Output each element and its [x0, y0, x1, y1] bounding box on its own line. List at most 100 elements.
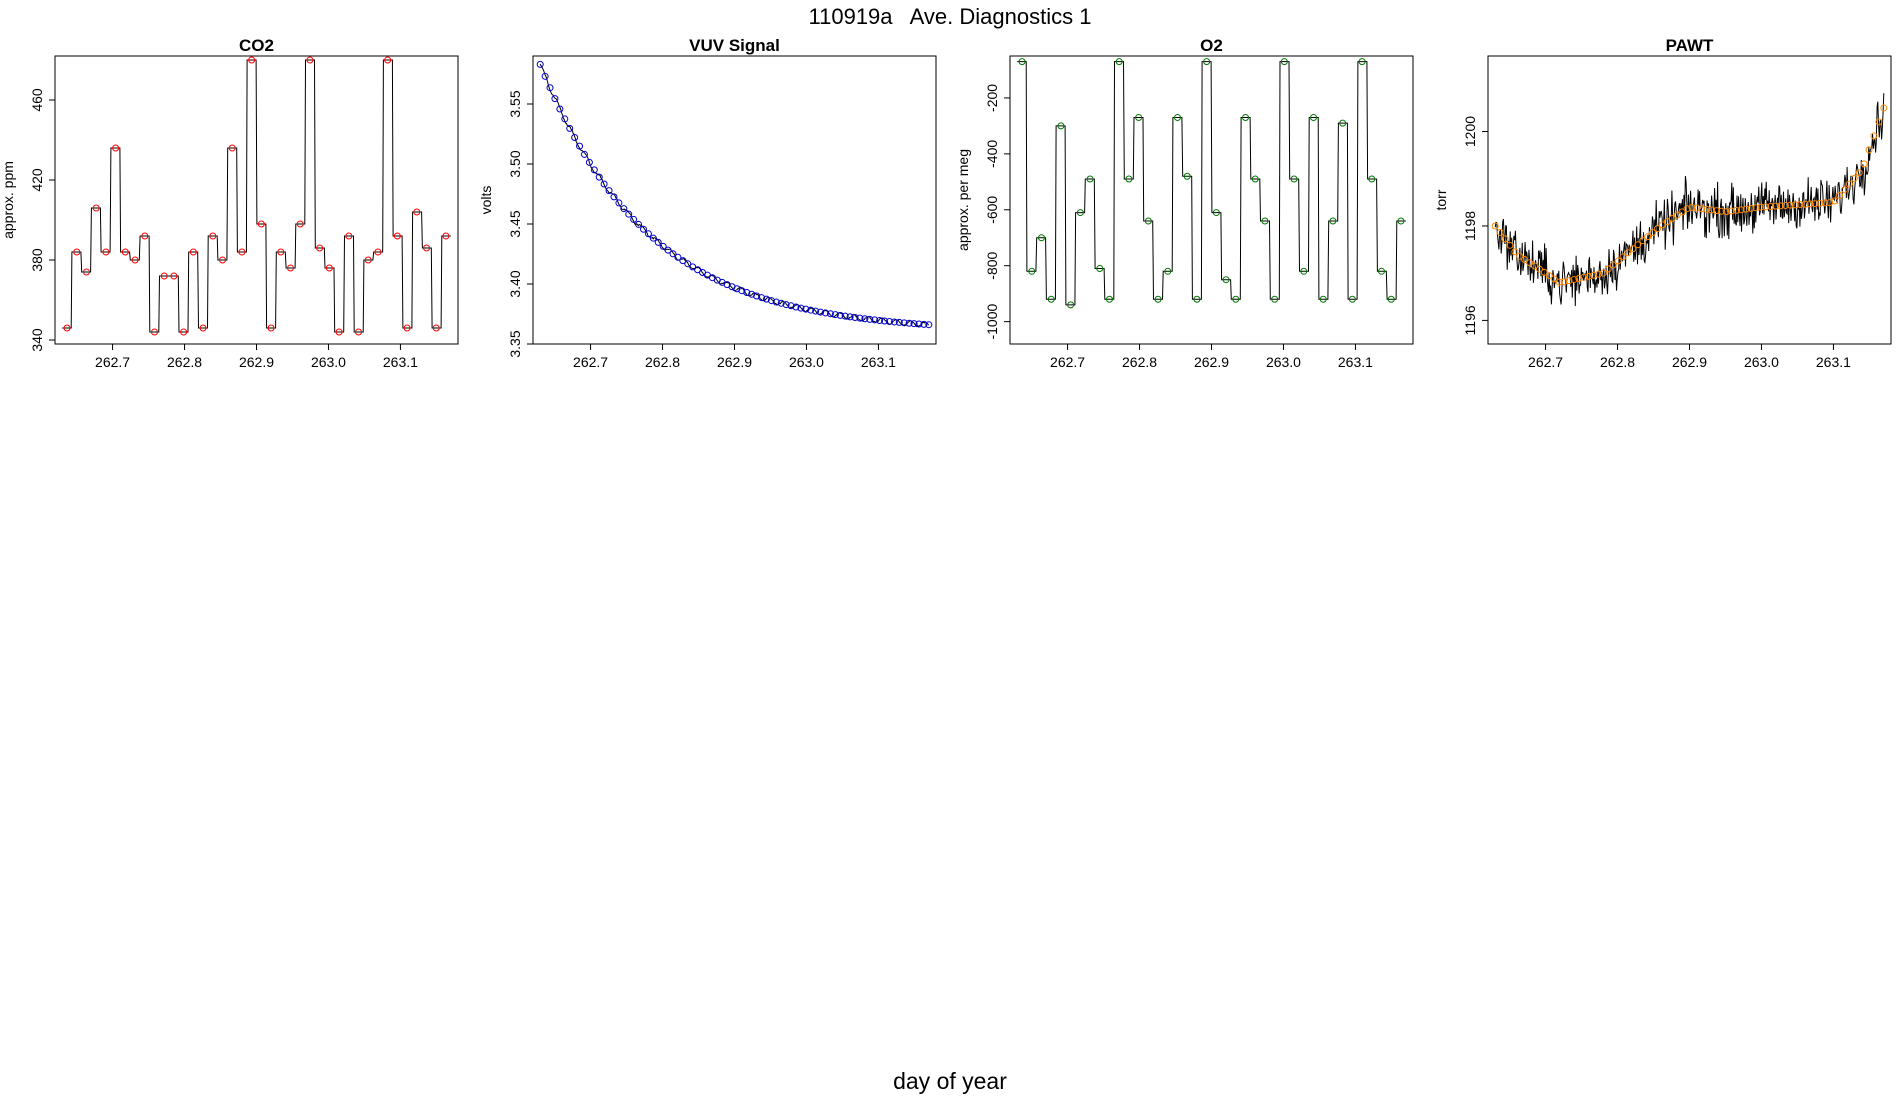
data-point	[1565, 277, 1573, 285]
x-tick-label: 262.8	[167, 354, 202, 370]
data-point	[1619, 253, 1627, 261]
data-point	[1203, 58, 1211, 66]
x-tick-label: 262.7	[95, 354, 130, 370]
x-tick-label: 262.8	[1600, 354, 1635, 370]
data-point	[802, 305, 810, 313]
data-point	[1870, 132, 1878, 140]
data-point	[1668, 214, 1676, 222]
data-point	[1722, 208, 1730, 216]
x-tick-label: 263.1	[861, 354, 896, 370]
data-point	[851, 314, 859, 322]
x-tick-label: 263.0	[1266, 354, 1301, 370]
data-point	[1698, 205, 1706, 213]
data-point	[762, 295, 770, 303]
y-tick-label: 3.45	[507, 210, 523, 237]
data-point	[277, 248, 285, 256]
data-point	[1880, 104, 1888, 112]
y-tick-label: -1000	[984, 304, 1000, 340]
data-point	[1629, 245, 1637, 253]
data-point	[131, 256, 139, 264]
data-point	[1290, 175, 1298, 183]
data-point	[1845, 180, 1853, 188]
data-point	[1767, 202, 1775, 210]
data-point	[1521, 255, 1529, 263]
data-point	[772, 298, 780, 306]
data-point	[605, 187, 613, 195]
panel-title: VUV Signal	[689, 36, 780, 55]
x-tick-label: 262.7	[573, 354, 608, 370]
data-point	[1570, 276, 1578, 284]
data-point	[1855, 169, 1863, 177]
x-tick-label: 263.1	[1816, 354, 1851, 370]
data-point	[393, 232, 401, 240]
y-tick-label: 1200	[1462, 116, 1478, 147]
data-point	[807, 306, 815, 314]
data-point	[635, 220, 643, 228]
data-point	[797, 304, 805, 312]
data-point	[1154, 295, 1162, 303]
y-tick-label: 460	[29, 88, 45, 112]
x-tick-label: 262.7	[1528, 354, 1563, 370]
data-point	[871, 316, 879, 324]
data-point	[267, 324, 275, 332]
data-point	[1125, 175, 1133, 183]
x-tick-label: 262.8	[645, 354, 680, 370]
y-tick-label: 1198	[1462, 211, 1478, 241]
y-tick-label: 420	[29, 168, 45, 192]
data-point	[856, 314, 864, 322]
data-point	[73, 248, 81, 256]
data-point	[910, 320, 918, 328]
data-point	[1535, 265, 1543, 273]
y-tick-label: 380	[29, 248, 45, 272]
data-point	[102, 248, 110, 256]
data-point	[1850, 174, 1858, 182]
data-point	[1550, 275, 1558, 283]
data-point	[150, 328, 158, 336]
data-point	[905, 319, 913, 327]
data-point	[1836, 191, 1844, 199]
data-point	[1144, 217, 1152, 225]
data-point	[1096, 265, 1104, 273]
data-point	[753, 292, 761, 300]
x-tick-label: 262.9	[239, 354, 274, 370]
data-point	[1280, 58, 1288, 66]
data-point	[423, 244, 431, 252]
data-point	[585, 158, 593, 166]
data-point	[1271, 295, 1279, 303]
data-point	[743, 289, 751, 297]
y-axis-label: approx. per meg	[955, 149, 971, 251]
data-point	[1717, 207, 1725, 215]
data-point	[561, 115, 569, 123]
data-point	[817, 308, 825, 316]
data-point	[649, 234, 657, 242]
x-tick-label: 262.7	[1050, 354, 1085, 370]
data-point	[1865, 146, 1873, 154]
data-point	[384, 56, 392, 64]
plot-frame	[532, 55, 937, 345]
data-point	[63, 324, 71, 332]
y-tick-label: 1196	[1462, 305, 1478, 335]
data-point	[92, 204, 100, 212]
y-tick-label: 3.50	[507, 150, 523, 177]
data-point	[1397, 217, 1405, 225]
data-point	[1585, 272, 1593, 280]
data-point	[625, 210, 633, 218]
data-point	[1545, 272, 1553, 280]
data-line	[1494, 93, 1885, 307]
data-point	[536, 60, 544, 68]
data-point	[1644, 233, 1652, 241]
data-point	[141, 232, 149, 240]
data-point	[1378, 267, 1386, 275]
data-point	[1115, 58, 1123, 66]
data-point	[1693, 204, 1701, 212]
x-tick-label: 262.9	[1194, 354, 1229, 370]
data-point	[1762, 203, 1770, 211]
data-point	[1348, 295, 1356, 303]
data-point	[1737, 206, 1745, 214]
data-point	[1639, 237, 1647, 245]
panel-title: CO2	[239, 36, 274, 55]
data-point	[787, 302, 795, 310]
data-point	[316, 244, 324, 252]
data-point	[1742, 205, 1750, 213]
x-tick-label: 262.9	[1672, 354, 1707, 370]
